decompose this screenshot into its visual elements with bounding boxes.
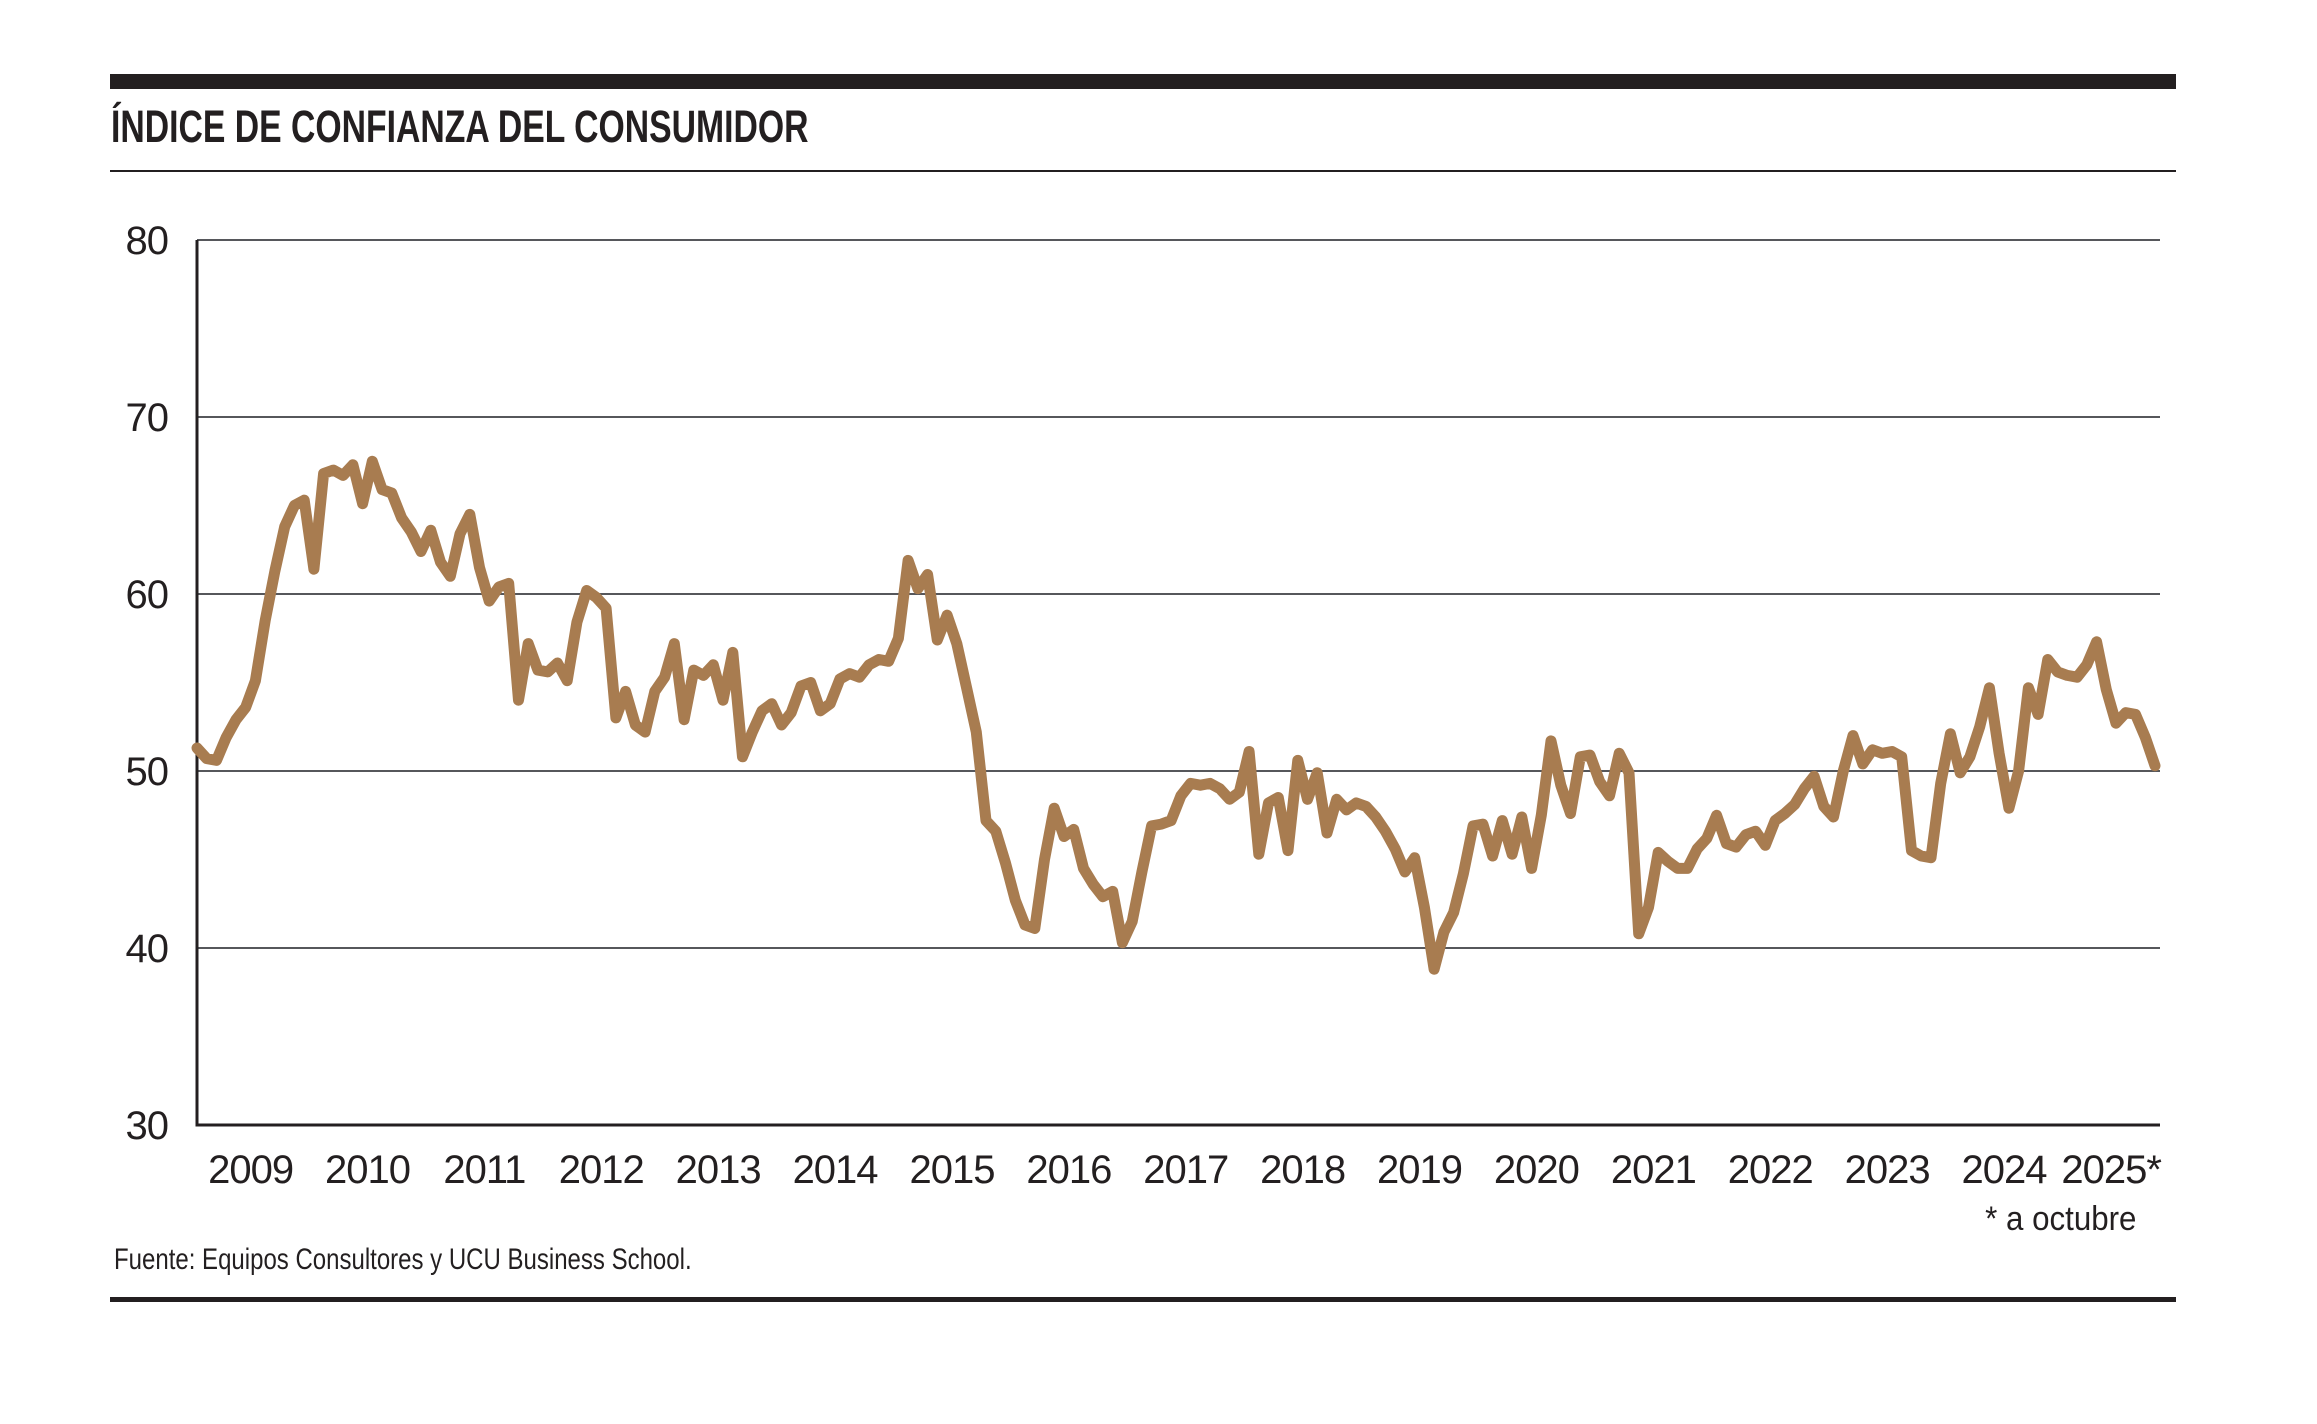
x-axis-label: 2011 xyxy=(443,1148,525,1192)
y-axis-label: 40 xyxy=(126,927,169,971)
x-axis-label: 2022 xyxy=(1728,1148,1813,1192)
x-axis-label: 2020 xyxy=(1494,1148,1579,1192)
data-line xyxy=(191,455,2161,975)
x-axis-label: 2021 xyxy=(1611,1148,1696,1192)
source-note: Fuente: Equipos Consultores y UCU Busine… xyxy=(114,1243,692,1276)
y-axis-label: 70 xyxy=(126,396,169,440)
x-axis-label: 2009 xyxy=(208,1148,293,1192)
x-axis-label: 2016 xyxy=(1026,1148,1111,1192)
x-axis-label: 2023 xyxy=(1845,1148,1930,1192)
x-axis-label: 2017 xyxy=(1143,1148,1228,1192)
bottom-rule xyxy=(110,1297,2176,1302)
x-axis-label: 2010 xyxy=(325,1148,410,1192)
footnote-octubre: * a octubre xyxy=(1984,1200,2136,1238)
top-accent-bar xyxy=(110,74,2176,89)
x-axis-label: 2012 xyxy=(559,1148,644,1192)
x-axis-label: 2018 xyxy=(1260,1148,1345,1192)
title-divider xyxy=(110,170,2176,172)
x-axis-label: 2025* xyxy=(2061,1148,2161,1192)
chart-title: ÍNDICE DE CONFIANZA DEL CONSUMIDOR xyxy=(111,101,809,152)
y-axis-label: 30 xyxy=(126,1104,169,1148)
x-axis-label: 2013 xyxy=(676,1148,761,1192)
x-axis-label: 2019 xyxy=(1377,1148,1462,1192)
x-axis-label: 2014 xyxy=(793,1148,879,1192)
y-axis-label: 80 xyxy=(126,219,169,263)
y-axis-label: 50 xyxy=(126,750,169,794)
x-axis-label: 2024 xyxy=(1962,1148,2048,1192)
y-axis-label: 60 xyxy=(126,573,169,617)
x-axis-label: 2015 xyxy=(909,1148,994,1192)
